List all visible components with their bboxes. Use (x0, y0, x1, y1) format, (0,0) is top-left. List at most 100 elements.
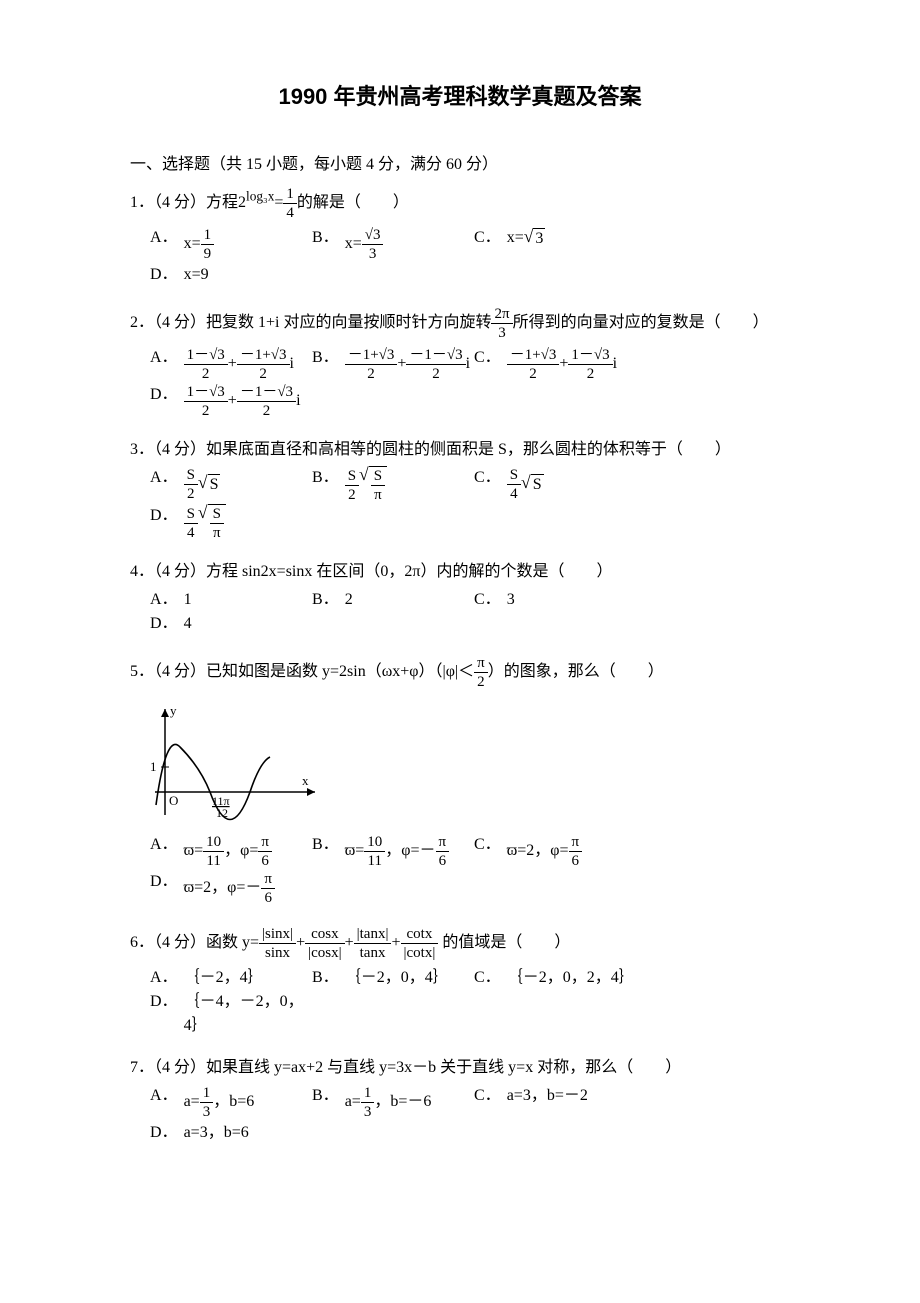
option-label: A． (150, 346, 178, 370)
option-b: B． －1+√32+－1－√32i (312, 346, 474, 383)
option-b: B． x=√33 (312, 226, 474, 263)
option-a: A． ϖ=1011，φ=π6 (150, 833, 312, 870)
math: S4S (507, 466, 544, 503)
value: 3 (507, 588, 515, 612)
denominator: 2 (237, 402, 296, 420)
radicand: Sπ (208, 504, 226, 542)
denominator: 2 (184, 402, 228, 420)
value: a=3，b=－2 (507, 1084, 588, 1108)
option-d: D．a=3，b=6 (150, 1121, 312, 1145)
value: ｛－2，4｝ (184, 966, 264, 990)
math-expression: 2log₃x=14 (238, 194, 297, 211)
option-c: C． x=3 (474, 226, 636, 263)
text: 的值域是（ ） (442, 934, 570, 951)
numerator: 10 (364, 833, 385, 852)
numerator: 1 (283, 185, 297, 204)
text: 所得到的向量对应的复数是（ ） (513, 314, 769, 331)
value: ｛－2，0，2，4｝ (507, 966, 635, 990)
imag-unit: i (613, 355, 617, 372)
fraction: 2π3 (491, 305, 512, 342)
fraction: π2 (474, 654, 488, 691)
denominator: 3 (491, 324, 512, 342)
numerator: S (345, 467, 359, 486)
denominator: 4 (507, 485, 521, 503)
axis-label-x: x (302, 773, 309, 788)
math: ϖ=1011，φ=π6 (184, 833, 272, 870)
math: S2Sπ (345, 466, 387, 504)
value: 2 (203, 879, 211, 896)
numerator: 1 (201, 226, 215, 245)
question-text: 4．（4 分）方程 sin2x=sinx 在区间（0，2π）内的解的个数是（ ） (130, 560, 790, 584)
option-label: B． (312, 966, 339, 990)
imag-unit: i (290, 355, 294, 372)
option-b: B．｛－2，0，4｝ (312, 966, 474, 990)
radicand: S (531, 474, 544, 494)
option-label: D． (150, 504, 178, 528)
exponent: log₃x (246, 189, 274, 204)
question-text: 5．（4 分）已知如图是函数 y=2sin（ωx+φ）（|φ|＜π2）的图象，那… (130, 654, 790, 691)
option-d: D． x=9 (150, 263, 312, 287)
value: ｛－4，－2，0，4｝ (184, 990, 312, 1038)
question-4: 4．（4 分）方程 sin2x=sinx 在区间（0，2π）内的解的个数是（ ）… (130, 560, 790, 636)
numerator: －1－√3 (406, 346, 465, 365)
denominator: 6 (436, 852, 450, 870)
option-label: D． (150, 990, 178, 1014)
denominator: 2 (237, 365, 290, 383)
numerator: －1－√3 (237, 383, 296, 402)
options: A． a=13，b=6 B． a=13，b=－6 C．a=3，b=－2 D．a=… (130, 1084, 790, 1145)
question-7: 7．（4 分）如果直线 y=ax+2 与直线 y=3x－b 关于直线 y=x 对… (130, 1056, 790, 1145)
math: ϖ=1011，φ=－π6 (345, 833, 449, 870)
numerator: π (258, 833, 272, 852)
value: ｛－2，0，4｝ (345, 966, 449, 990)
arrowhead-icon (161, 709, 169, 717)
options: A． x=19 B． x=√33 C． x=3 D． x=9 (130, 226, 790, 287)
numerator: 1－√3 (184, 383, 228, 402)
option-label: A． (150, 966, 178, 990)
question-text: 2．（4 分）把复数 1+i 对应的向量按顺时针方向旋转2π3所得到的向量对应的… (130, 305, 790, 342)
option-a: A． 1－√32+－1+√32i (150, 346, 312, 383)
value: a=3，b=6 (184, 1121, 249, 1145)
option-label: A． (150, 1084, 178, 1108)
radicand: 3 (533, 228, 545, 248)
numerator: S (184, 466, 198, 485)
option-label: D． (150, 612, 178, 636)
numerator: 1－√3 (184, 346, 228, 365)
option-label: D． (150, 263, 178, 287)
option-a: A． x=19 (150, 226, 312, 263)
denominator: 4 (184, 524, 198, 542)
denominator: 9 (201, 245, 215, 263)
denominator: tanx (354, 944, 392, 962)
radicand: Sπ (369, 466, 387, 504)
numerator: S (184, 505, 198, 524)
option-label: A． (150, 466, 178, 490)
option-label: B． (312, 833, 339, 857)
math: 1－√32+－1+√32i (184, 346, 294, 383)
numerator: －1+√3 (345, 346, 398, 365)
numerator: S (371, 467, 385, 486)
text: 的解是（ ） (297, 194, 409, 211)
math: a=13，b=－6 (345, 1084, 432, 1121)
option-label: C． (474, 1084, 501, 1108)
numerator: －1+√3 (507, 346, 560, 365)
numerator: 1 (200, 1084, 214, 1103)
options: A． 1－√32+－1+√32i B． －1+√32+－1－√32i C． －1… (130, 346, 790, 420)
option-label: C． (474, 833, 501, 857)
numerator: 1 (361, 1084, 375, 1103)
denominator: 2 (345, 365, 398, 383)
numerator: S (210, 505, 224, 524)
value: 1 (184, 588, 192, 612)
question-text: 1．（4 分）方程2log₃x=14的解是（ ） (130, 185, 790, 222)
option-label: C． (474, 588, 501, 612)
options: A．｛－2，4｝ B．｛－2，0，4｝ C．｛－2，0，2，4｝ D．｛－4，－… (130, 966, 790, 1038)
option-label: C． (474, 346, 501, 370)
denominator: 11 (364, 852, 385, 870)
sign: － (245, 879, 261, 896)
math: S4 Sπ (184, 504, 226, 542)
denominator: 4 (283, 204, 297, 222)
option-c: C．a=3，b=－2 (474, 1084, 636, 1121)
imag-unit: i (466, 355, 470, 372)
math: x=3 (507, 226, 546, 250)
text: 6．（4 分）函数 (130, 934, 238, 951)
text: 5．（4 分）已知如图是函数 y=2sin（ωx+φ）（|φ|＜ (130, 663, 474, 680)
denominator: 2 (184, 485, 198, 503)
